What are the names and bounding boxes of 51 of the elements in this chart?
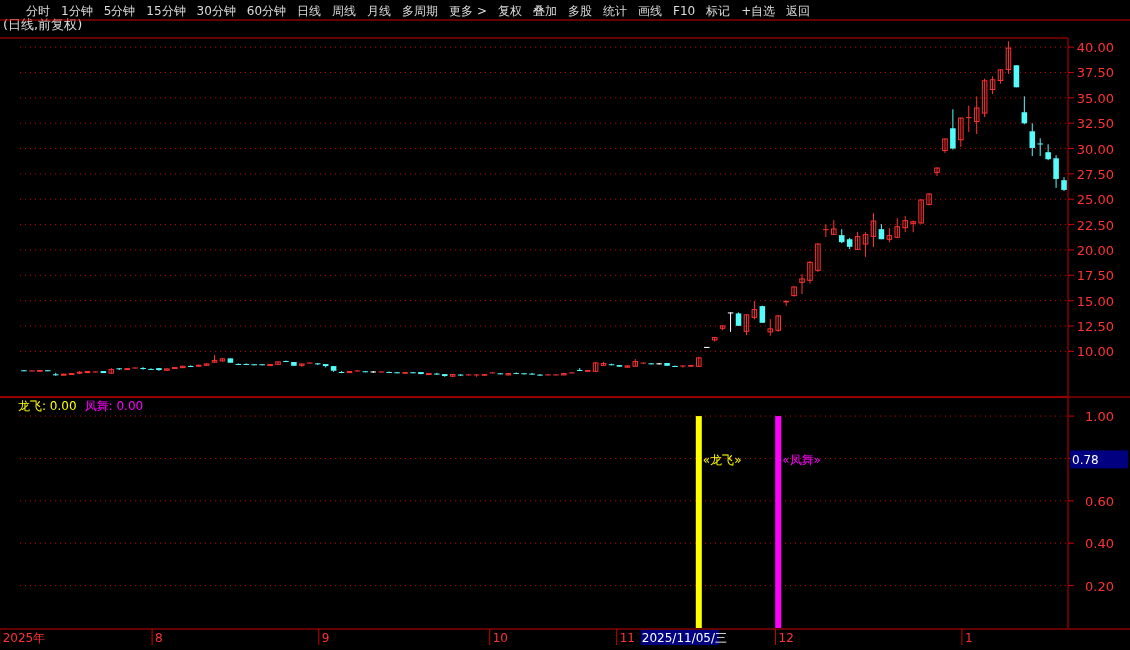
text: 月线: [367, 4, 392, 18]
y-tick-label: 22.50: [1076, 217, 1114, 233]
text: 复权: [498, 4, 522, 18]
text: 画线: [638, 4, 662, 18]
text: 多周期: [402, 4, 439, 18]
annotation: 龙飞: 0.00: [18, 399, 77, 413]
y-tick-label: 1.00: [1085, 409, 1114, 425]
y-tick-label: 35.00: [1076, 90, 1114, 106]
text: 更多 >: [449, 4, 487, 18]
annotation: «龙飞»: [702, 453, 742, 468]
y-tick-label: 10.00: [1076, 344, 1114, 360]
text: 标记: [705, 4, 731, 18]
y-tick-label: 0.60: [1085, 493, 1114, 509]
text: 0.78: [1072, 453, 1099, 468]
x-tick-label: 8: [155, 631, 163, 645]
x-tick-label: 10: [492, 631, 508, 645]
y-tick-label: 17.50: [1076, 268, 1114, 284]
text: 日线: [297, 4, 322, 18]
y-tick-label: 0.40: [1085, 536, 1114, 552]
y-tick-label: 12.50: [1076, 319, 1114, 335]
y-tick-label: 37.50: [1076, 65, 1114, 81]
y-tick-label: 20.00: [1076, 242, 1114, 258]
text: 周线: [332, 4, 357, 18]
x-tick-label: 12: [778, 631, 794, 645]
y-tick-label: 25.00: [1076, 192, 1114, 208]
text: 60分钟: [246, 4, 287, 18]
y-tick-label: 40.00: [1076, 40, 1114, 56]
text: 5分钟: [103, 4, 136, 18]
text: F10: [673, 4, 696, 18]
text: 1分钟: [61, 4, 93, 18]
y-tick-label: 30.00: [1076, 141, 1114, 157]
x-tick-label: 1: [964, 631, 973, 645]
text: 叠加: [533, 4, 557, 18]
x-tick-label: 2025年: [2, 631, 46, 645]
annotation: 凤舞: 0.00: [84, 399, 144, 413]
text: 返回: [786, 4, 811, 18]
y-tick-label: 32.50: [1076, 116, 1114, 132]
text: 30分钟: [196, 4, 236, 18]
text: 分时: [26, 4, 50, 18]
y-tick-label: 27.50: [1076, 166, 1114, 182]
text: 多股: [568, 4, 592, 18]
text: 2025/11/05/三: [641, 631, 728, 645]
text: +自选: [741, 4, 776, 18]
text: 统计: [603, 4, 627, 18]
x-tick-label: 11: [619, 631, 635, 645]
x-tick-label: 9: [321, 631, 330, 645]
y-tick-label: 15.00: [1076, 293, 1114, 309]
annotation: «凤舞»: [782, 453, 821, 468]
text: 15分钟: [146, 4, 186, 18]
y-tick-label: 0.20: [1085, 578, 1114, 594]
chart-title: (日线,前复权): [3, 17, 83, 32]
